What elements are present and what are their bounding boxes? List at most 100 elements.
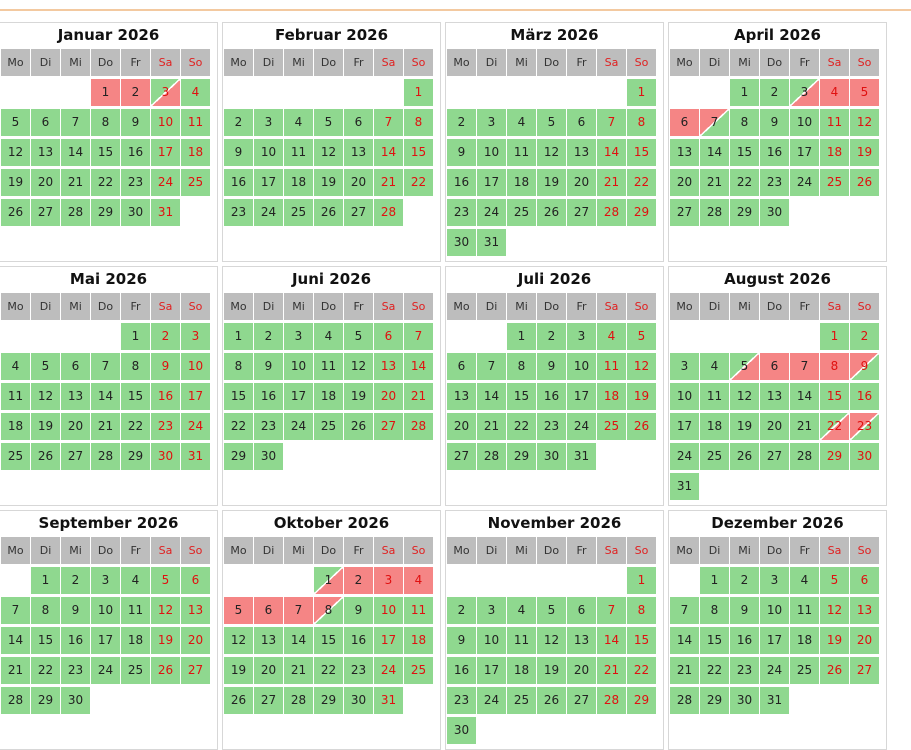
calendar-day[interactable]: 2 [121,79,150,106]
calendar-day[interactable]: 18 [700,413,729,440]
calendar-day[interactable]: 17 [477,657,506,684]
calendar-day[interactable]: 29 [820,443,849,470]
calendar-day[interactable]: 25 [507,199,536,226]
calendar-day[interactable]: 1 [700,567,729,594]
calendar-day[interactable]: 16 [61,627,90,654]
calendar-day[interactable]: 6 [567,109,596,136]
calendar-day[interactable]: 22 [224,413,253,440]
calendar-day[interactable]: 3 [181,323,210,350]
calendar-day[interactable]: 15 [224,383,253,410]
calendar-day[interactable]: 19 [537,169,566,196]
calendar-day[interactable]: 2 [447,597,476,624]
calendar-day[interactable]: 1 [730,79,759,106]
calendar-day[interactable]: 30 [730,687,759,714]
calendar-day[interactable]: 14 [597,139,626,166]
calendar-day[interactable]: 22 [31,657,60,684]
calendar-day[interactable]: 5 [537,597,566,624]
calendar-day[interactable]: 24 [760,657,789,684]
calendar-day[interactable]: 23 [254,413,283,440]
calendar-day[interactable]: 16 [447,169,476,196]
calendar-day[interactable]: 3 [670,353,699,380]
calendar-day[interactable]: 25 [284,199,313,226]
calendar-day[interactable]: 17 [567,383,596,410]
calendar-day[interactable]: 28 [790,443,819,470]
calendar-day[interactable]: 20 [61,413,90,440]
calendar-day[interactable]: 15 [627,627,656,654]
calendar-day[interactable]: 8 [404,109,433,136]
calendar-day[interactable]: 20 [254,657,283,684]
calendar-day[interactable]: 18 [790,627,819,654]
calendar-day[interactable]: 24 [151,169,180,196]
calendar-day[interactable]: 16 [760,139,789,166]
calendar-day[interactable]: 20 [567,169,596,196]
calendar-day[interactable]: 6 [567,597,596,624]
calendar-day[interactable]: 27 [850,657,879,684]
calendar-day[interactable]: 7 [597,597,626,624]
calendar-day[interactable]: 11 [121,597,150,624]
calendar-day[interactable]: 18 [1,413,30,440]
calendar-day[interactable]: 13 [254,627,283,654]
calendar-day[interactable]: 10 [151,109,180,136]
calendar-day[interactable]: 19 [224,657,253,684]
calendar-day[interactable]: 31 [477,229,506,256]
calendar-day[interactable]: 27 [567,199,596,226]
calendar-day[interactable]: 14 [670,627,699,654]
calendar-day[interactable]: 22 [730,169,759,196]
calendar-day[interactable]: 26 [344,413,373,440]
calendar-day[interactable]: 22 [91,169,120,196]
calendar-day[interactable]: 29 [627,687,656,714]
calendar-day[interactable]: 16 [254,383,283,410]
calendar-day[interactable]: 8 [730,109,759,136]
calendar-day[interactable]: 23 [61,657,90,684]
calendar-day[interactable]: 20 [567,657,596,684]
calendar-day[interactable]: 19 [1,169,30,196]
calendar-day[interactable]: 13 [374,353,403,380]
calendar-day[interactable]: 4 [820,79,849,106]
calendar-day[interactable]: 14 [284,627,313,654]
calendar-day[interactable]: 24 [374,657,403,684]
calendar-day[interactable]: 8 [31,597,60,624]
calendar-day[interactable]: 5 [224,597,253,624]
calendar-day[interactable]: 16 [121,139,150,166]
calendar-day[interactable]: 5 [850,79,879,106]
calendar-day[interactable]: 3 [790,79,819,106]
calendar-day[interactable]: 7 [790,353,819,380]
calendar-day[interactable]: 23 [151,413,180,440]
calendar-day[interactable]: 18 [121,627,150,654]
calendar-day[interactable]: 17 [670,413,699,440]
calendar-day[interactable]: 22 [627,169,656,196]
calendar-day[interactable]: 14 [61,139,90,166]
calendar-day[interactable]: 28 [597,199,626,226]
calendar-day[interactable]: 12 [820,597,849,624]
calendar-day[interactable]: 7 [670,597,699,624]
calendar-day[interactable]: 14 [404,353,433,380]
calendar-day[interactable]: 4 [597,323,626,350]
calendar-day[interactable]: 24 [477,199,506,226]
calendar-day[interactable]: 4 [1,353,30,380]
calendar-day[interactable]: 25 [507,687,536,714]
calendar-day[interactable]: 21 [91,413,120,440]
calendar-day[interactable]: 30 [151,443,180,470]
calendar-day[interactable]: 3 [374,567,403,594]
calendar-day[interactable]: 6 [850,567,879,594]
calendar-day[interactable]: 9 [254,353,283,380]
calendar-day[interactable]: 13 [181,597,210,624]
calendar-day[interactable]: 10 [760,597,789,624]
calendar-day[interactable]: 28 [61,199,90,226]
calendar-day[interactable]: 18 [507,169,536,196]
calendar-day[interactable]: 29 [121,443,150,470]
calendar-day[interactable]: 11 [1,383,30,410]
calendar-day[interactable]: 26 [314,199,343,226]
calendar-day[interactable]: 29 [700,687,729,714]
calendar-day[interactable]: 28 [91,443,120,470]
calendar-day[interactable]: 17 [374,627,403,654]
calendar-day[interactable]: 1 [91,79,120,106]
calendar-day[interactable]: 18 [507,657,536,684]
calendar-day[interactable]: 2 [224,109,253,136]
calendar-day[interactable]: 25 [820,169,849,196]
calendar-day[interactable]: 15 [404,139,433,166]
calendar-day[interactable]: 6 [374,323,403,350]
calendar-day[interactable]: 12 [1,139,30,166]
calendar-day[interactable]: 9 [760,109,789,136]
calendar-day[interactable]: 16 [344,627,373,654]
